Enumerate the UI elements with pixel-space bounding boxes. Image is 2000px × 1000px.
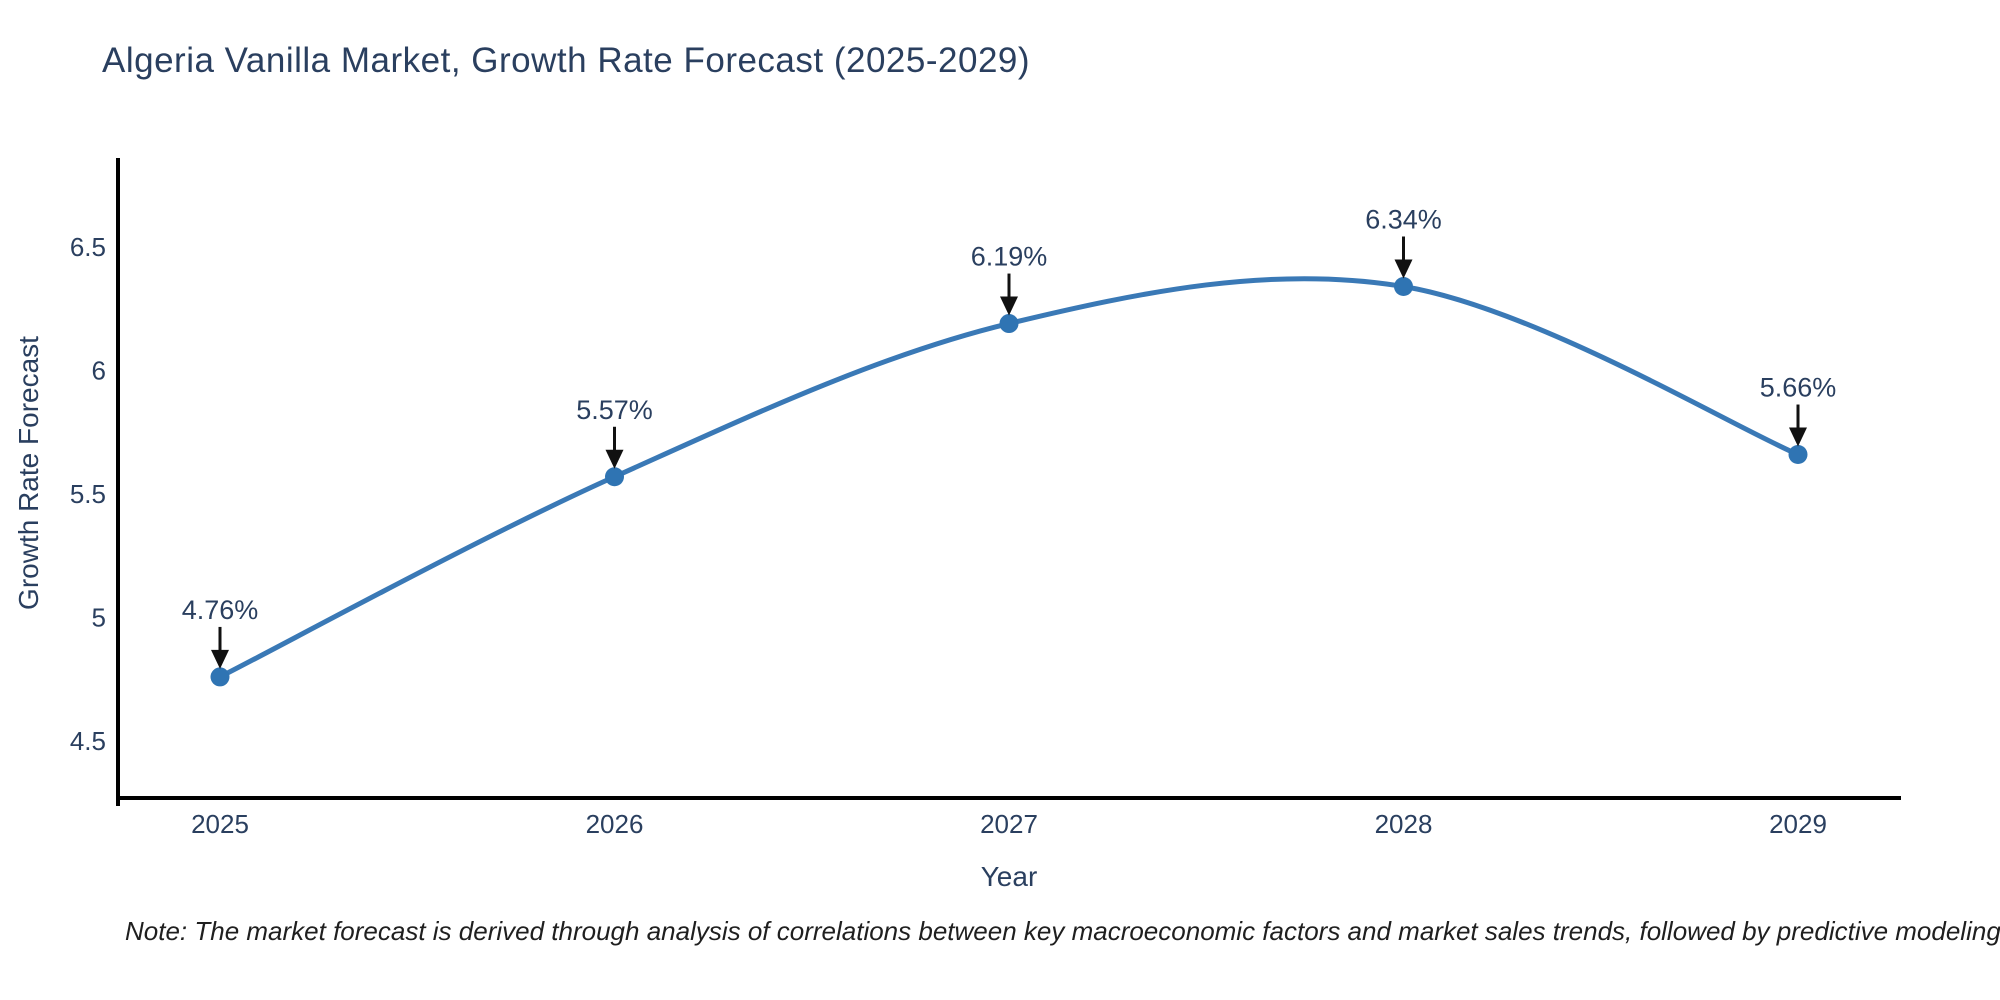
data-point-marker: [1394, 276, 1413, 296]
annotation-label: 6.34%: [1365, 204, 1442, 234]
y-tick-label: 5.5: [70, 479, 106, 509]
data-point-marker: [1788, 445, 1808, 465]
x-tick-label: 2027: [980, 809, 1038, 839]
data-point-marker: [999, 314, 1019, 334]
x-tick-label: 2028: [1375, 809, 1433, 839]
y-tick-label: 6.5: [70, 232, 106, 262]
annotation-label: 5.66%: [1760, 373, 1837, 403]
annotation-label: 5.57%: [576, 395, 653, 425]
annotation-arrowhead-icon: [605, 449, 624, 469]
annotations-group: 4.76% 5.57% 6.19% 6.34% 5.66%: [182, 204, 1837, 669]
annotation-arrowhead-icon: [1000, 296, 1018, 316]
data-point-marker: [210, 667, 230, 687]
axes: [116, 158, 1901, 806]
annotation-arrowhead-icon: [1394, 259, 1413, 279]
x-tick-label: 2026: [586, 809, 644, 839]
x-tick-label: 2029: [1769, 809, 1827, 839]
trend-line: [217, 276, 1801, 680]
annotation-arrowhead-icon: [1789, 427, 1807, 447]
y-axis-title: Growth Rate Forecast: [13, 336, 44, 610]
x-axis-title: Year: [981, 861, 1038, 892]
x-tick-label: 2025: [191, 809, 249, 839]
note-text: Note: The market forecast is derived thr…: [125, 916, 2000, 946]
chart-title: Algeria Vanilla Market, Growth Rate Fore…: [102, 41, 1031, 80]
data-point-marker: [605, 467, 624, 487]
x-tick-labels: 2025 2026 2027 2028 2029: [191, 809, 1827, 839]
annotation-label: 6.19%: [971, 242, 1048, 272]
y-tick-label: 5: [92, 603, 106, 633]
annotation-arrowhead-icon: [211, 649, 229, 669]
y-tick-labels: 4.5 5 5.5 6 6.5: [70, 232, 106, 756]
y-tick-label: 6: [92, 356, 106, 386]
series-line-group: [210, 276, 1808, 687]
y-tick-label: 4.5: [70, 726, 106, 756]
annotation-label: 4.76%: [182, 595, 259, 625]
